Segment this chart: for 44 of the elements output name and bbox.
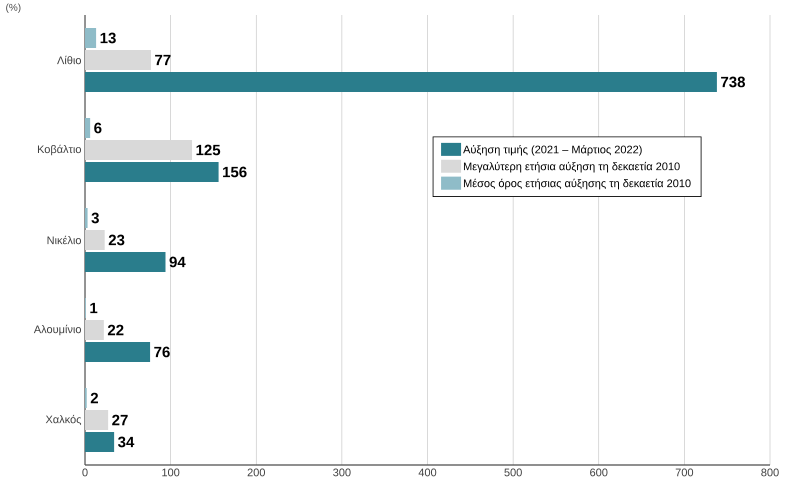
data-label: 125 bbox=[196, 144, 220, 156]
legend-label: Μεγαλύτερη ετήσια αύξηση τη δεκαετία 2010 bbox=[464, 162, 680, 172]
bar bbox=[85, 432, 114, 452]
bar bbox=[85, 342, 150, 362]
data-label: 22 bbox=[108, 324, 124, 336]
x-tick-label: 500 bbox=[504, 468, 522, 476]
bar bbox=[85, 140, 192, 160]
bar bbox=[85, 72, 717, 92]
data-label: 156 bbox=[223, 166, 247, 178]
x-tick-label: 200 bbox=[248, 468, 265, 476]
y-tick-label: Χαλκός bbox=[46, 414, 82, 426]
data-label: 2 bbox=[90, 392, 98, 404]
legend-label: Μέσος όρος ετήσιας αύξησης τη δεκαετία 2010 bbox=[464, 178, 691, 190]
bar bbox=[85, 162, 219, 182]
data-label: 34 bbox=[118, 436, 134, 448]
x-tick-label: 100 bbox=[162, 468, 180, 476]
legend-label: Αύξηση τιμής (2021 – Μάρτιος 2022) bbox=[463, 145, 642, 156]
bar bbox=[85, 320, 104, 340]
data-label: 23 bbox=[108, 234, 124, 246]
bar bbox=[85, 50, 151, 70]
data-label: 94 bbox=[170, 256, 186, 268]
bar bbox=[85, 28, 96, 48]
data-label: 3 bbox=[91, 212, 99, 224]
data-label: 13 bbox=[100, 32, 116, 44]
text: (%) bbox=[6, 4, 20, 13]
x-tick-label: 800 bbox=[761, 468, 779, 476]
data-label: 738 bbox=[721, 76, 745, 88]
bar bbox=[85, 410, 108, 430]
x-tick-label: 0 bbox=[82, 468, 88, 476]
y-tick-label: Νικέλιο bbox=[48, 236, 81, 244]
x-tick-label: 300 bbox=[333, 468, 351, 476]
data-label: 6 bbox=[94, 122, 102, 134]
data-label: 27 bbox=[112, 414, 128, 426]
bar bbox=[85, 252, 166, 272]
data-label: 1 bbox=[90, 302, 98, 314]
data-label: 77 bbox=[155, 54, 170, 66]
y-tick-label: Λίθιο bbox=[57, 56, 81, 64]
x-tick-label: 700 bbox=[676, 468, 694, 476]
data-label: 76 bbox=[154, 346, 170, 358]
y-tick-label: Αλουμίνιο bbox=[34, 324, 81, 336]
x-tick-label: 400 bbox=[418, 468, 436, 476]
x-tick-label: 600 bbox=[590, 468, 608, 476]
y-tick-label: Κοβάλτιο bbox=[38, 144, 81, 156]
bar bbox=[85, 230, 105, 250]
